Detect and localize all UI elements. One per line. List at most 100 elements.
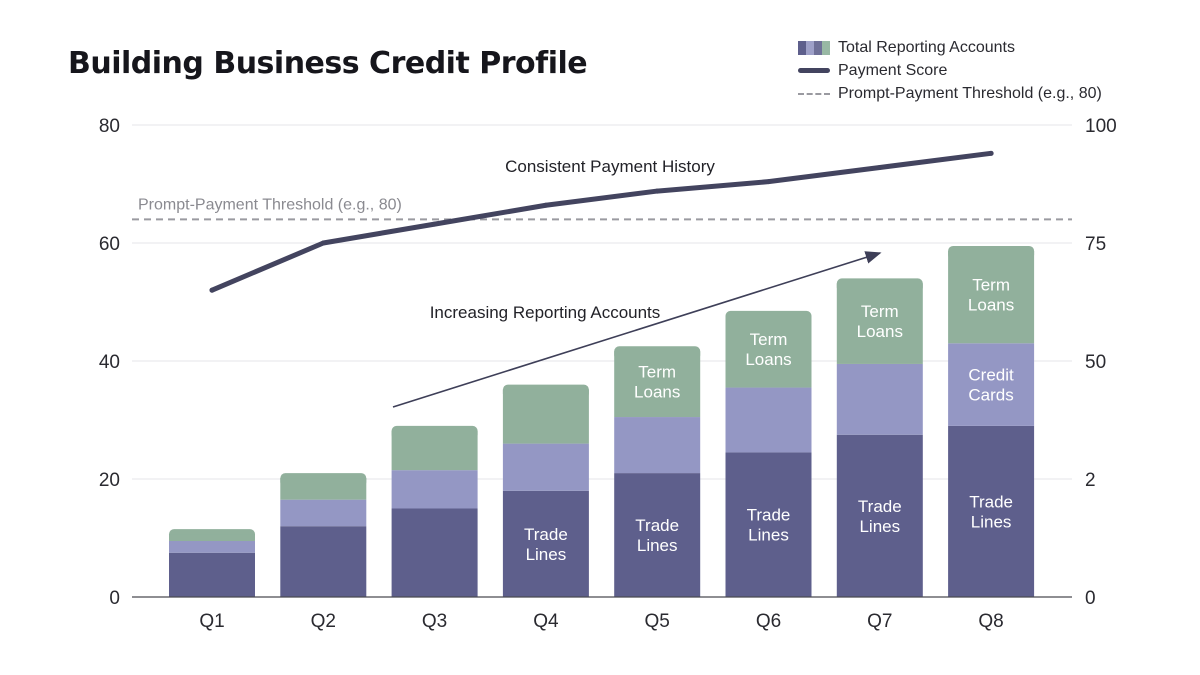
bar-segment-term-loans — [502, 389, 589, 444]
bar-segment-label-line: Loans — [745, 350, 791, 369]
payment-score-point — [654, 188, 660, 194]
stacked-bar-swatch-icon — [798, 40, 830, 55]
bar-segment-label-line: Trade — [969, 492, 1013, 511]
legend-item-threshold: Prompt-Payment Threshold (e.g., 80) — [798, 82, 1102, 105]
bar-segment-label-line: Lines — [637, 536, 678, 555]
bar-segment-term-loans — [836, 283, 923, 364]
bar-segment-label-line: Lines — [526, 545, 567, 564]
x-tick-label: Q8 — [978, 611, 1003, 632]
stacked-bar: Trade Lines Term Loans — [725, 310, 812, 597]
stacked-bar: Trade Lines Term Loans — [614, 346, 701, 597]
payment-score-line — [209, 150, 994, 293]
legend-item-total-accounts: Total Reporting Accounts — [798, 36, 1102, 59]
stacked-bar: Trade Lines Credit Cards Term Loans — [948, 245, 1035, 597]
y-right-tick-label: 100 — [1085, 116, 1117, 137]
bar-segment-trade-lines — [280, 526, 367, 597]
bar-segment-label-line: Lines — [748, 526, 789, 545]
bar-segment-credit-cards — [614, 417, 701, 474]
bar-segment-trade-lines — [502, 490, 589, 597]
x-tick-label: Q1 — [199, 611, 224, 632]
bar-segment-label-line: Trade — [858, 497, 902, 516]
bar-segment-label-line: Cards — [968, 386, 1013, 405]
bar-segment-trade-lines — [836, 434, 923, 597]
bar-segment-trade-lines — [169, 552, 255, 597]
payment-score-point — [432, 221, 438, 227]
bar-segment-label: Trade Lines — [858, 497, 902, 536]
y-left-tick-label: 0 — [109, 588, 120, 609]
stacked-bar — [391, 425, 478, 597]
bar-segment-label-line: Term — [861, 302, 899, 321]
x-tick-label: Q2 — [311, 611, 336, 632]
y-right-tick-label: 0 — [1085, 588, 1096, 609]
solid-line-swatch-icon — [798, 68, 830, 73]
stacked-bar — [169, 529, 255, 597]
bar-segment-term-loans — [391, 430, 478, 471]
bar-segment-label-line: Lines — [859, 517, 900, 536]
chart-title: Building Business Credit Profile — [68, 46, 588, 81]
stacked-bar — [280, 473, 367, 597]
x-tick-label: Q3 — [422, 611, 447, 632]
bar-segment-credit-cards — [169, 540, 255, 553]
bar-segment-label: Trade Lines — [524, 525, 568, 564]
bar-segment-label-line: Trade — [524, 525, 568, 544]
bar-segment-label: Trade Lines — [635, 516, 679, 555]
x-tick-label: Q6 — [756, 611, 781, 632]
bar-segment-label-line: Loans — [968, 296, 1014, 315]
legend-label: Prompt-Payment Threshold (e.g., 80) — [838, 84, 1102, 102]
bar-segment-credit-cards — [391, 470, 478, 509]
bar-segment-term-loans — [280, 478, 367, 500]
payment-score-point — [543, 202, 549, 208]
payment-score-point — [877, 164, 883, 170]
payment-score-point — [209, 287, 215, 293]
bar-segment-credit-cards — [836, 363, 923, 435]
bar-segment-label: Credit Cards — [968, 366, 1014, 405]
bar-segment-label: Term Loans — [968, 276, 1014, 315]
bar-segment-label: Trade Lines — [969, 492, 1013, 531]
bar-segment-label-line: Trade — [635, 516, 679, 535]
x-tick-label: Q5 — [645, 611, 670, 632]
bar-segment-trade-lines — [948, 425, 1035, 597]
bar-segment-label-line: Loans — [857, 322, 903, 341]
bar-segment-credit-cards — [280, 499, 367, 527]
bar-segment-label: Term Loans — [634, 363, 680, 402]
y-left-tick-label: 60 — [99, 234, 120, 255]
bar-segment-label: Term Loans — [745, 330, 791, 369]
bar-segment-label-line: Credit — [968, 366, 1014, 385]
chart-legend: Total Reporting Accounts Payment Score P… — [798, 36, 1102, 105]
stacked-bar: Trade Lines Term Loans — [836, 278, 923, 597]
stacked-bar: Trade Lines — [502, 384, 589, 597]
y-left-tick-label: 40 — [99, 352, 120, 373]
payment-score-point — [988, 150, 994, 156]
y-right-tick-label: 75 — [1085, 234, 1106, 255]
y-right-tick-label: 50 — [1085, 352, 1106, 373]
bar-segment-term-loans — [948, 250, 1035, 344]
bar-segment-label-line: Term — [972, 276, 1010, 295]
bar-segment-label-line: Term — [638, 363, 676, 382]
trend-arrow — [392, 251, 882, 408]
threshold-label: Prompt-Payment Threshold (e.g., 80) — [138, 196, 402, 213]
bar-segment-term-loans — [169, 534, 255, 541]
bar-segment-trade-lines — [391, 508, 478, 597]
bar-segment-label-line: Term — [750, 330, 788, 349]
annotation-payment-history: Consistent Payment History — [505, 157, 715, 176]
payment-score-point — [766, 179, 771, 185]
bar-segment-label-line: Lines — [971, 512, 1012, 531]
bar-segment-trade-lines — [614, 473, 701, 597]
y-left-tick-label: 80 — [99, 116, 120, 137]
bar-segment-credit-cards — [725, 387, 812, 453]
bar-segment-credit-cards — [948, 343, 1035, 426]
bar-segment-label-line: Trade — [747, 506, 791, 525]
dashed-line-swatch-icon — [798, 92, 830, 95]
bar-segment-term-loans — [725, 315, 812, 388]
bar-segment-trade-lines — [725, 452, 812, 597]
payment-score-point — [320, 240, 326, 246]
annotation-reporting-accounts: Increasing Reporting Accounts — [430, 303, 661, 322]
bar-segment-label: Term Loans — [857, 302, 903, 341]
legend-label: Payment Score — [838, 61, 948, 79]
x-tick-label: Q4 — [533, 611, 559, 632]
bar-segment-credit-cards — [502, 443, 589, 491]
y-left-tick-label: 20 — [99, 470, 120, 491]
legend-item-payment-score: Payment Score — [798, 59, 1102, 82]
x-tick-label: Q7 — [867, 611, 892, 632]
